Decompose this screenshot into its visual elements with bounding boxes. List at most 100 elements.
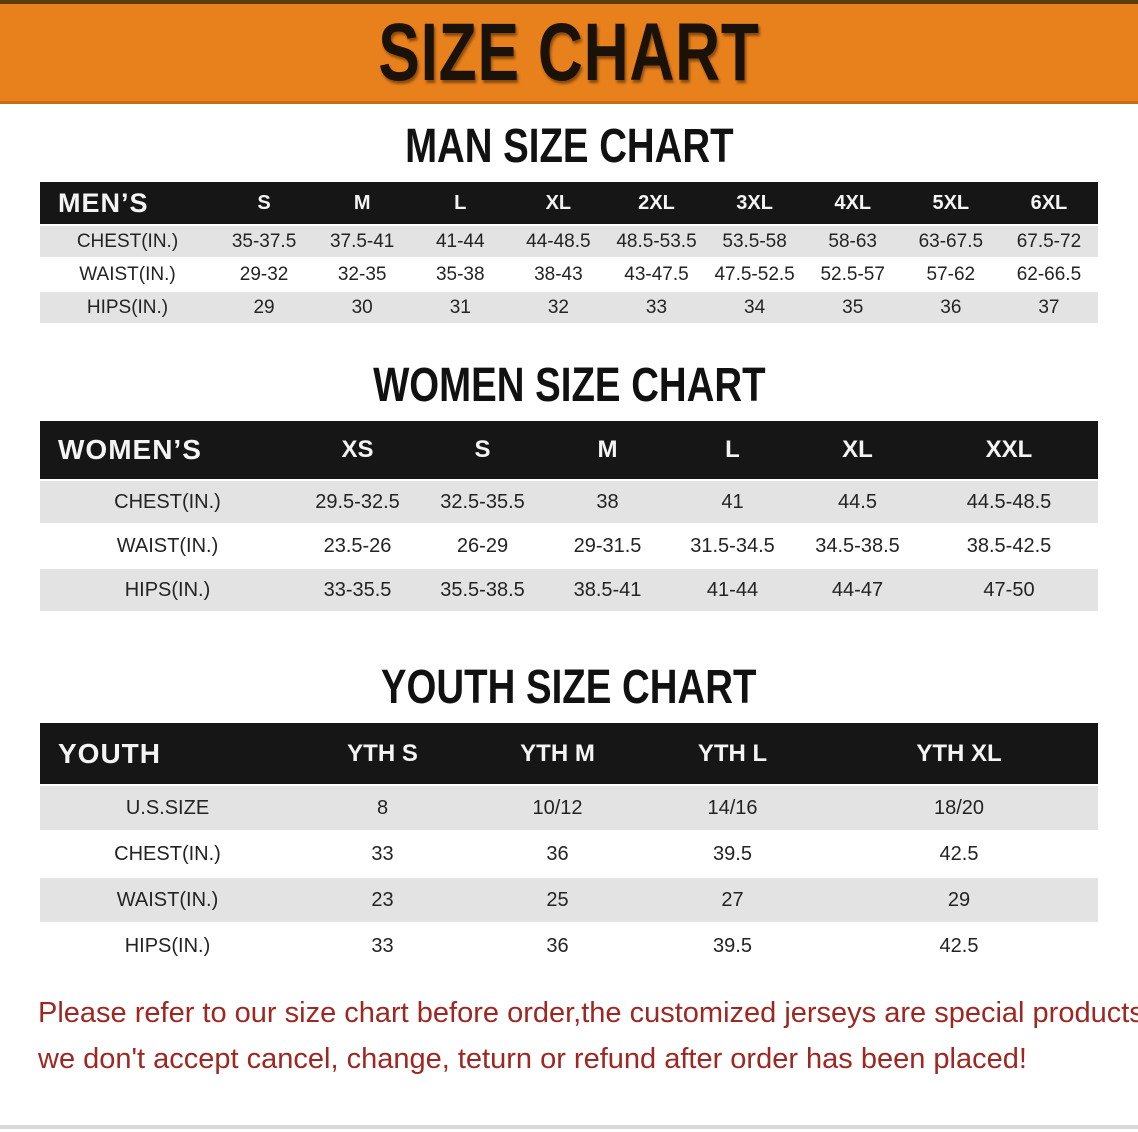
bottom-edge-line xyxy=(0,1125,1138,1129)
womens-row-label: CHEST(IN.) xyxy=(114,490,221,513)
youth-table-row: HIPS(IN.) 33 36 39.5 42.5 xyxy=(40,924,1098,968)
womens-cell: 44.5-48.5 xyxy=(966,490,1052,513)
mens-size-column-header: 2XL xyxy=(638,191,675,214)
womens-cell: 41-44 xyxy=(706,578,759,601)
mens-cell: 38-43 xyxy=(534,263,583,285)
mens-size-column-header: L xyxy=(454,191,467,214)
youth-cell: 10/12 xyxy=(532,796,583,819)
youth-cell: 39.5 xyxy=(713,934,752,957)
youth-cell: 18/20 xyxy=(933,796,985,819)
youth-cell: 23 xyxy=(371,888,394,911)
youth-row-label: U.S.SIZE xyxy=(125,796,210,819)
womens-cell: 38.5-41 xyxy=(573,578,642,601)
youth-cell: 36 xyxy=(546,842,569,865)
mens-row-label: WAIST(IN.) xyxy=(79,263,176,285)
mens-cell: 34 xyxy=(744,296,766,318)
youth-row-label: CHEST(IN.) xyxy=(114,842,221,865)
womens-cell: 44-47 xyxy=(831,578,884,601)
mens-size-column-header: S xyxy=(257,191,271,214)
mens-row-label: HIPS(IN.) xyxy=(86,296,169,318)
mens-cell: 30 xyxy=(351,296,373,318)
womens-size-column-header: M xyxy=(597,436,618,463)
mens-size-column-header: XL xyxy=(545,191,572,214)
banner-title: SIZE CHART xyxy=(378,6,760,98)
youth-cell: 8 xyxy=(376,796,389,819)
mens-cell: 37 xyxy=(1038,296,1060,318)
youth-cell: 33 xyxy=(371,842,394,865)
womens-table-row: CHEST(IN.) 29.5-32.5 32.5-35.5 38 41 44.5 44.5… xyxy=(40,481,1098,523)
mens-cell: 32-35 xyxy=(337,263,387,285)
womens-cell: 29.5-32.5 xyxy=(315,490,400,513)
mens-cell: 52.5-57 xyxy=(820,263,885,285)
womens-header-row: WOMEN’S XS S M L XL XXL xyxy=(40,421,1098,479)
mens-cell: 41-44 xyxy=(435,230,485,252)
mens-cell: 44-48.5 xyxy=(526,230,591,252)
womens-size-table: WOMEN’S XS S M L XL XXL CHEST(IN.) 29.5-32.5 32.5… xyxy=(40,419,1098,613)
womens-cell: 44.5 xyxy=(838,490,877,513)
womens-cell: 26-29 xyxy=(456,534,509,557)
mens-table-row: CHEST(IN.) 35-37.5 37.5-41 41-44 44-48.5 48.5… xyxy=(40,226,1098,257)
youth-cell: 42.5 xyxy=(939,842,979,865)
womens-cell: 47-50 xyxy=(983,578,1035,601)
men-section-title: MAN SIZE CHART xyxy=(404,120,734,173)
womens-table-row: HIPS(IN.) 33-35.5 35.5-38.5 38.5-41 41-44 44-… xyxy=(40,569,1098,611)
mens-cell: 36 xyxy=(940,296,962,318)
youth-cell: 14/16 xyxy=(707,796,758,819)
mens-cell: 29 xyxy=(253,296,275,318)
womens-cell: 33-35.5 xyxy=(323,578,392,601)
womens-cell: 35.5-38.5 xyxy=(440,578,525,601)
mens-header-row: MEN’S S M L XL 2XL 3XL 4XL 5XL 6XL xyxy=(40,182,1098,224)
mens-cell: 48.5-53.5 xyxy=(616,230,697,252)
youth-cell: 25 xyxy=(546,888,569,911)
womens-cell: 38.5-42.5 xyxy=(966,534,1052,557)
mens-cell: 35-38 xyxy=(435,263,485,285)
mens-cell: 67.5-72 xyxy=(1016,230,1082,252)
section-youth: YOUTH SIZE CHART YOUTH YTH S YTH M YTH L YTH… xyxy=(0,663,1138,970)
mens-cell: 47.5-52.5 xyxy=(714,263,795,285)
mens-size-table: MEN’S S M L XL 2XL 3XL 4XL 5XL 6XL CHEST(IN.) 35-37… xyxy=(40,180,1098,325)
youth-cell: 42.5 xyxy=(939,934,979,957)
womens-cell: 29-31.5 xyxy=(573,534,642,557)
banner: SIZE CHART xyxy=(0,0,1138,104)
womens-row-label: WAIST(IN.) xyxy=(116,534,219,557)
youth-size-column-header: YTH XL xyxy=(916,739,1002,767)
womens-size-column-header: S xyxy=(474,436,491,463)
womens-table-row: WAIST(IN.) 23.5-26 26-29 29-31.5 31.5-34.5 34… xyxy=(40,525,1098,567)
disclaimer-line-2: we don't accept cancel, change, teturn o… xyxy=(38,1043,1027,1075)
mens-cell: 62-66.5 xyxy=(1016,263,1082,285)
youth-row-label: HIPS(IN.) xyxy=(124,934,211,957)
mens-table-row: WAIST(IN.) 29-32 32-35 35-38 38-43 43-47.5 47.… xyxy=(40,259,1098,290)
youth-cell: 27 xyxy=(721,888,744,911)
mens-cell: 43-47.5 xyxy=(624,263,689,285)
youth-table-row: U.S.SIZE 8 10/12 14/16 18/20 xyxy=(40,786,1098,830)
mens-size-column-header: M xyxy=(353,191,371,214)
womens-cell: 32.5-35.5 xyxy=(440,490,525,513)
mens-cell: 31 xyxy=(449,296,471,318)
mens-cell: 35-37.5 xyxy=(231,230,297,252)
womens-size-column-header: XS xyxy=(341,436,374,463)
mens-size-column-header: 3XL xyxy=(736,191,773,214)
youth-header-row: YOUTH YTH S YTH M YTH L YTH XL xyxy=(40,723,1098,784)
womens-size-column-header: XXL xyxy=(985,436,1033,463)
womens-cell: 23.5-26 xyxy=(323,534,392,557)
mens-cell: 33 xyxy=(645,296,668,318)
youth-size-column-header: YTH L xyxy=(697,739,768,767)
mens-size-column-header: 5XL xyxy=(932,191,970,214)
youth-header-label: YOUTH xyxy=(58,737,161,769)
youth-cell: 39.5 xyxy=(713,842,752,865)
mens-header-label: MEN’S xyxy=(58,187,149,218)
mens-cell: 37.5-41 xyxy=(329,230,395,252)
mens-table-row: HIPS(IN.) 29 30 31 32 33 34 35 36 37 xyxy=(40,292,1098,323)
youth-section-title: YOUTH SIZE CHART xyxy=(381,661,757,714)
mens-cell: 57-62 xyxy=(926,263,976,285)
youth-cell: 29 xyxy=(947,888,971,911)
mens-size-column-header: 6XL xyxy=(1030,191,1068,214)
womens-header-label: WOMEN’S xyxy=(58,434,202,465)
womens-cell: 34.5-38.5 xyxy=(815,534,900,557)
mens-cell: 53.5-58 xyxy=(722,230,787,252)
womens-row-label: HIPS(IN.) xyxy=(124,578,211,601)
womens-size-column-header: XL xyxy=(842,436,873,463)
mens-cell: 29-32 xyxy=(239,263,289,285)
mens-size-column-header: 4XL xyxy=(834,191,872,214)
mens-cell: 58-63 xyxy=(828,230,878,252)
